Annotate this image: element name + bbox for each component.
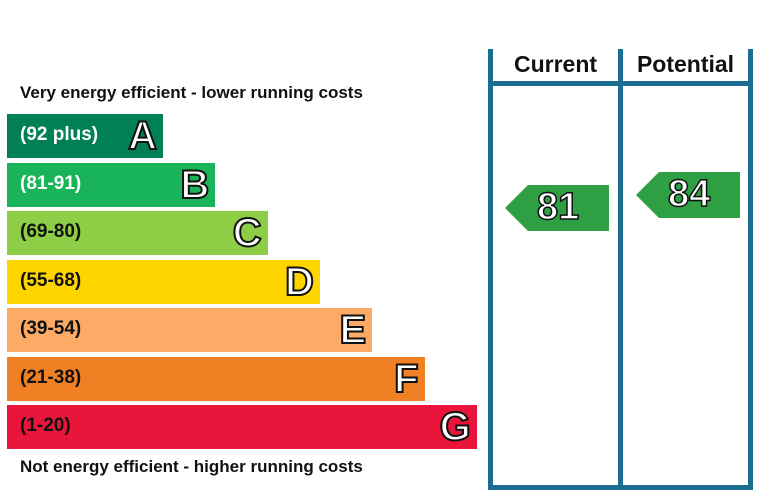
band-letter: D: [284, 259, 315, 305]
table-border-right: [748, 49, 753, 490]
band-d: (55-68) D: [7, 259, 320, 305]
band-e: (39-54) E: [7, 307, 373, 353]
band-letter: E: [339, 307, 368, 353]
band-range-label: (92 plus): [20, 124, 99, 145]
band-letter: F: [393, 356, 419, 402]
arrow-shape: [636, 171, 740, 218]
band-range-label: (39-54): [20, 318, 82, 339]
rating-value: 81: [536, 185, 580, 229]
band-letter: B: [179, 162, 210, 208]
rating-value: 84: [667, 172, 711, 216]
band-letter: A: [127, 113, 158, 159]
band-a: (92 plus) A: [7, 113, 163, 159]
column-header-potential: Potential: [636, 51, 735, 77]
band-f: (21-38) F: [7, 356, 425, 402]
band-b: (81-91) B: [7, 162, 216, 208]
header-divider: [488, 81, 753, 86]
caption-bottom: Not energy efficient - higher running co…: [20, 457, 363, 476]
band-letter: C: [232, 210, 263, 256]
band-letter: G: [439, 404, 472, 450]
band-range-label: (21-38): [20, 366, 82, 388]
band-range-label: (55-68): [20, 269, 82, 291]
band-g: (1-20) G: [7, 404, 477, 450]
arrow-shape: [505, 184, 609, 231]
band-range-label: (81-91): [20, 172, 82, 194]
table-border-left: [488, 49, 493, 490]
rating-arrow-current: 81: [505, 184, 609, 231]
column-header-current: Current: [513, 51, 598, 77]
band-range-label: (69-80): [20, 221, 82, 242]
caption-top: Very energy efficient - lower running co…: [20, 83, 363, 102]
band-range-label: (1-20): [20, 415, 71, 436]
table-border-middle: [618, 49, 623, 490]
table-border-bottom: [488, 485, 753, 490]
rating-arrow-potential: 84: [636, 171, 740, 218]
band-c: (69-80) C: [7, 210, 268, 256]
